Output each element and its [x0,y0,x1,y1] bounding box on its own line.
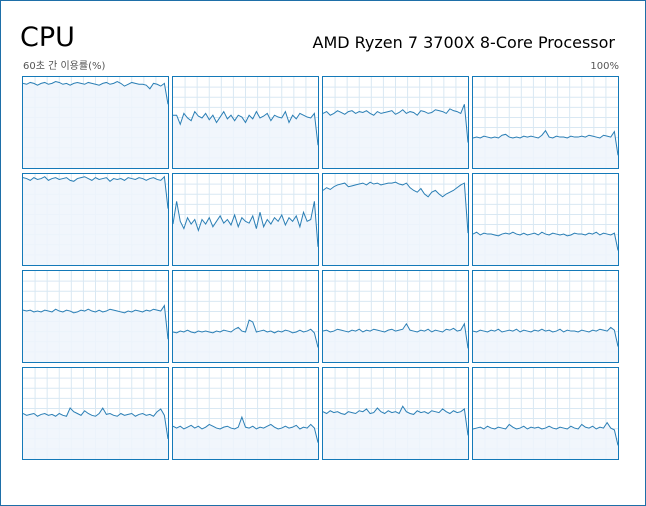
usage-graph [473,77,618,168]
cpu-core-graph [22,76,169,169]
usage-graph [173,271,318,362]
max-percent-label: 100% [590,61,619,72]
cpu-core-graph [172,173,319,266]
usage-area [473,422,618,459]
usage-area [173,320,318,362]
usage-area [173,201,318,265]
usage-line [173,110,318,146]
usage-area [173,417,318,459]
usage-line [173,319,318,348]
usage-area [23,81,168,168]
cpu-core-graph [22,270,169,363]
usage-line [173,201,318,247]
usage-graph [323,271,468,362]
usage-axis-label: 60초 간 이용률(%) [23,61,106,72]
usage-line [473,421,618,446]
usage-graph [23,368,168,459]
usage-line [323,104,468,143]
usage-graph [173,368,318,459]
cpu-core-graph [22,367,169,460]
usage-graph [323,368,468,459]
usage-line [173,415,318,443]
usage-area [473,232,618,265]
usage-area [23,408,168,459]
cpu-core-graph [322,173,469,266]
cpu-core-graph [472,270,619,363]
usage-line [23,175,168,209]
usage-graph [23,174,168,265]
cpu-core-graph [322,76,469,169]
cpu-core-graph [322,367,469,460]
cpu-core-graph [172,270,319,363]
usage-graph [473,174,618,265]
usage-graph [23,271,168,362]
usage-area [23,176,168,265]
processor-name: AMD Ryzen 7 3700X 8-Core Processor [312,33,616,52]
usage-area [323,406,468,459]
usage-area [323,323,468,362]
cpu-core-graph [472,76,619,169]
usage-line [23,304,168,340]
usage-line [473,326,618,347]
usage-line [23,80,168,105]
usage-line [323,181,468,234]
usage-graph [323,174,468,265]
usage-graph [23,77,168,168]
usage-graph [323,77,468,168]
usage-graph [473,368,618,459]
cpu-core-graph [322,270,469,363]
usage-area [173,111,318,168]
cpu-core-graph [172,76,319,169]
usage-graph [473,271,618,362]
usage-area [473,130,618,168]
page-title: CPU [20,22,75,53]
usage-line [23,407,168,440]
usage-line [323,405,468,436]
usage-area [323,104,468,168]
cpu-core-graph [22,173,169,266]
cpu-core-graph [172,367,319,460]
usage-graph [173,174,318,265]
usage-area [323,182,468,265]
usage-area [473,327,618,362]
usage-graph [173,77,318,168]
usage-area [23,305,168,362]
usage-line [473,129,618,156]
usage-line [473,231,618,251]
cpu-core-graph [472,173,619,266]
cpu-core-graph [472,367,619,460]
usage-line [323,322,468,349]
